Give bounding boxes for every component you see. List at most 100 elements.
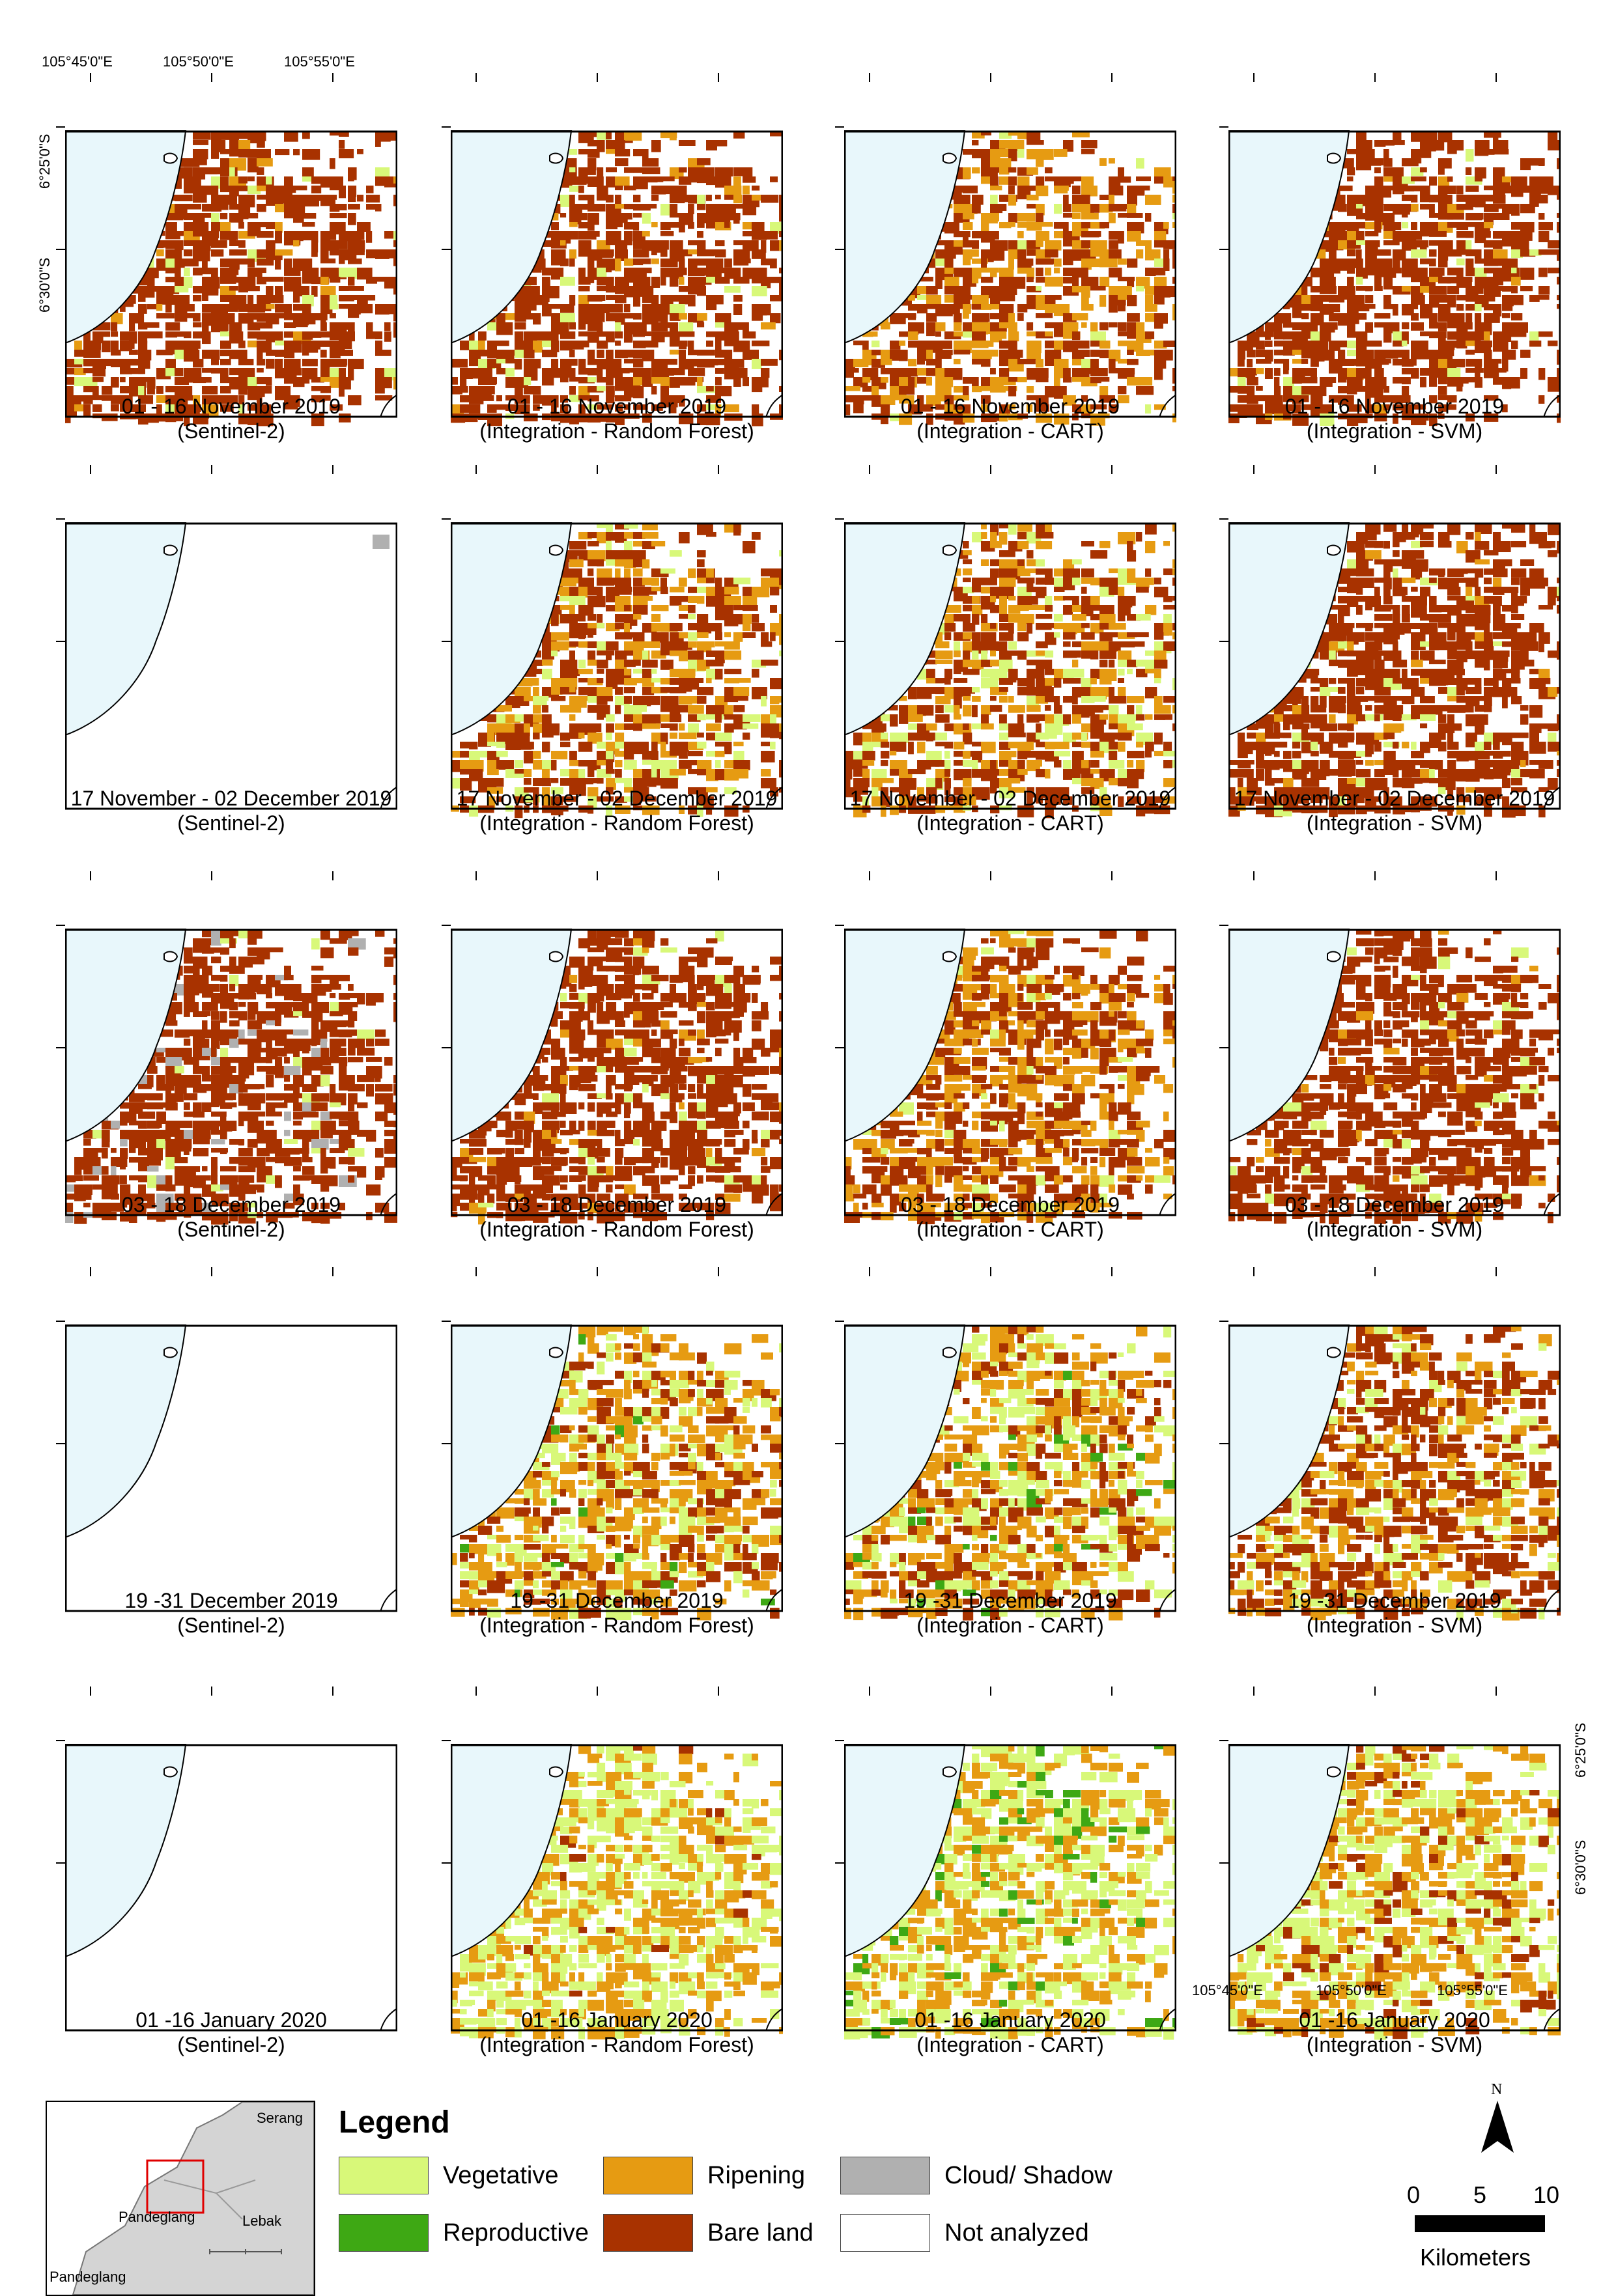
land-cover-patch: [651, 678, 661, 682]
land-cover-patch: [266, 359, 275, 369]
land-cover-patch: [460, 386, 468, 393]
land-cover-patch: [496, 742, 505, 748]
land-cover-patch: [1548, 596, 1556, 606]
land-cover-patch: [211, 240, 227, 248]
land-cover-patch: [302, 331, 313, 340]
land-cover-patch: [165, 1020, 177, 1026]
land-cover-patch: [1008, 651, 1019, 656]
land-cover-patch: [1420, 532, 1434, 540]
land-cover-patch: [339, 350, 353, 356]
land-cover-patch: [1154, 295, 1165, 305]
land-cover-patch: [257, 204, 266, 212]
land-cover-patch: [724, 368, 735, 380]
land-cover-patch: [248, 368, 255, 378]
land-cover-patch: [743, 350, 759, 360]
land-cover-patch: [1347, 176, 1354, 181]
map-tick: [332, 73, 333, 82]
land-cover-patch: [1447, 733, 1453, 743]
land-cover-patch: [478, 331, 487, 341]
land-cover-patch: [1099, 295, 1106, 307]
land-cover-patch: [1538, 678, 1550, 684]
land-cover-patch: [908, 742, 914, 754]
land-cover-patch: [111, 377, 119, 387]
land-cover-patch: [293, 231, 304, 241]
land-cover-patch: [697, 651, 704, 660]
land-cover-patch: [981, 723, 994, 729]
land-cover-patch: [1347, 331, 1357, 338]
land-cover-patch: [761, 231, 778, 240]
land-cover-patch: [588, 660, 597, 666]
land-cover-patch: [257, 975, 262, 980]
land-cover-patch: [569, 669, 580, 676]
land-cover-patch: [1127, 295, 1137, 306]
land-cover-patch: [981, 359, 991, 367]
land-cover-patch: [972, 377, 979, 387]
land-cover-patch: [1365, 532, 1377, 540]
land-cover-patch: [211, 268, 218, 278]
land-cover-patch: [1099, 341, 1111, 348]
land-cover-patch: [1017, 222, 1027, 228]
land-cover-patch: [1338, 614, 1344, 624]
land-cover-patch: [1045, 651, 1053, 658]
land-cover-patch: [293, 984, 300, 993]
land-cover-patch: [1356, 377, 1362, 383]
land-cover-patch: [981, 259, 987, 268]
land-cover-patch: [733, 578, 750, 584]
land-cover-patch: [320, 277, 329, 285]
land-cover-patch: [999, 623, 1009, 631]
land-cover-patch: [330, 213, 347, 218]
land-cover-patch: [138, 368, 145, 374]
land-cover-patch: [1127, 259, 1137, 268]
land-cover-patch: [944, 623, 956, 632]
land-cover-patch: [688, 587, 697, 593]
map-tick: [56, 126, 65, 128]
map-panel: 03 - 18 December 2019(Sentinel-2): [65, 880, 397, 1265]
land-cover-patch: [1090, 204, 1099, 213]
land-cover-patch: [1090, 678, 1097, 684]
land-cover-patch: [1411, 158, 1421, 163]
land-cover-patch: [743, 204, 756, 215]
land-cover-patch: [1136, 322, 1144, 331]
land-cover-patch: [588, 222, 595, 231]
land-cover-patch: [606, 541, 612, 552]
land-cover-patch: [1538, 669, 1550, 678]
land-cover-patch: [1429, 760, 1443, 770]
land-cover-patch: [1017, 751, 1027, 759]
panel-source: (Integration - CART): [844, 418, 1176, 444]
land-cover-patch: [633, 705, 647, 712]
land-cover-patch: [357, 304, 373, 313]
land-cover-patch: [184, 331, 191, 338]
land-cover-patch: [624, 605, 631, 611]
land-cover-patch: [1036, 186, 1048, 196]
land-cover-patch: [890, 751, 896, 755]
land-cover-patch: [1548, 140, 1559, 150]
land-cover-patch: [615, 295, 627, 303]
land-cover-patch: [963, 167, 971, 179]
land-cover-patch: [1054, 742, 1070, 749]
land-cover-patch: [1017, 313, 1024, 321]
land-cover-patch: [147, 331, 163, 339]
land-cover-patch: [752, 669, 759, 678]
land-cover-patch: [193, 322, 202, 328]
land-cover-patch: [266, 277, 284, 282]
land-cover-patch: [156, 304, 162, 311]
land-cover-patch: [1256, 386, 1263, 391]
land-cover-patch: [1502, 751, 1511, 757]
land-cover-patch: [1374, 240, 1380, 247]
land-cover-patch: [660, 249, 668, 257]
land-cover-patch: [1502, 660, 1508, 668]
land-cover-patch: [724, 286, 741, 293]
land-cover-patch: [1538, 249, 1557, 255]
land-cover-patch: [1008, 778, 1020, 783]
land-cover-patch: [642, 204, 657, 208]
land-cover-patch: [1429, 176, 1437, 186]
land-cover-patch: [1163, 714, 1172, 720]
land-cover-patch: [1438, 322, 1447, 331]
land-cover-patch: [238, 286, 248, 292]
land-cover-patch: [302, 377, 309, 384]
land-cover-patch: [697, 550, 706, 557]
land-cover-patch: [1429, 313, 1438, 324]
land-cover-patch: [366, 1039, 374, 1046]
land-cover-patch: [588, 149, 600, 158]
land-cover-patch: [679, 186, 687, 191]
